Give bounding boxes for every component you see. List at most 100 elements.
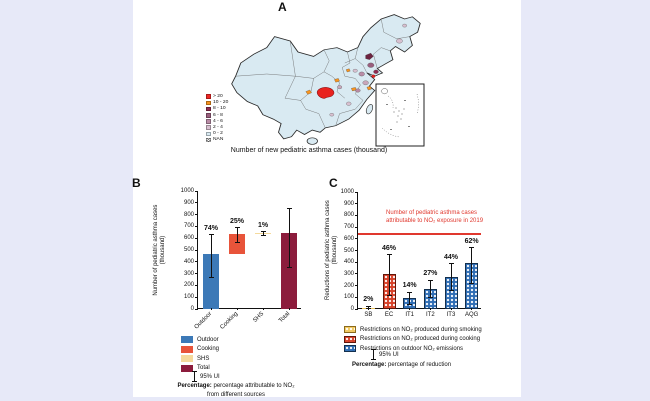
error-bar-EC xyxy=(388,254,390,296)
panel-b-label: B xyxy=(132,176,141,190)
panel-c-plot: 0 100 200 300 400 500 600 700 800 900 1000 2% SB 46% E… xyxy=(341,189,481,318)
panel-b-legend-item: Cooking xyxy=(181,345,219,353)
error-bar-Total xyxy=(288,208,290,268)
map-inset xyxy=(375,83,425,147)
patch-orange-1 xyxy=(305,89,312,95)
y-tick-label: 800 xyxy=(183,211,194,218)
x-tick-label-EC: EC xyxy=(384,312,394,318)
y-tick xyxy=(195,225,198,227)
panel-c-legend-swatch xyxy=(344,335,356,343)
panel-c-legend: Restrictions on NO₂ produced during smok… xyxy=(344,326,482,355)
category-tick xyxy=(409,308,411,310)
error-bar-AQG xyxy=(471,247,473,284)
inset-islands xyxy=(386,100,410,130)
y-tick-label: 900 xyxy=(183,199,194,206)
y-tick-label: 200 xyxy=(183,282,194,289)
panel-b-y-axis-label-line2: (thousand) xyxy=(160,235,166,265)
y-tick xyxy=(355,214,358,216)
map-legend-swatch xyxy=(206,94,211,99)
error-bar-cap-IT3 xyxy=(448,289,454,291)
panel-b-ui-label: 95% UI xyxy=(200,373,220,380)
y-tick-label: 600 xyxy=(183,235,194,242)
error-bar-cap-IT2 xyxy=(427,279,433,281)
y-tick xyxy=(355,308,358,310)
y-tick xyxy=(195,202,198,204)
china-outline xyxy=(231,14,421,140)
panel-c-annotation: Number of pediatric asthma cases attribu… xyxy=(386,210,483,226)
x-tick-label-IT1: IT1 xyxy=(405,312,414,318)
error-bar-Cooking xyxy=(236,227,238,243)
x-tick-label-IT2: IT2 xyxy=(425,312,435,318)
panel-b-legend-item: SHS xyxy=(181,355,219,362)
category-tick xyxy=(450,308,452,310)
map-mainland xyxy=(231,14,421,145)
panel-b-legend-item: Outdoor xyxy=(181,336,219,343)
map-legend-label: NAN xyxy=(213,137,224,142)
error-bar-SHS xyxy=(262,231,264,236)
percent-label-IT3: 44% xyxy=(443,253,458,261)
panel-b-legend-swatch xyxy=(181,355,193,362)
bar-IT3 xyxy=(444,276,458,309)
panel-b-legend-label: Total xyxy=(197,365,210,371)
y-tick xyxy=(355,296,358,298)
map-legend-item: 0 - 2 xyxy=(206,130,232,137)
percent-label-AQG: 62% xyxy=(464,237,479,245)
map-patches xyxy=(305,23,407,117)
bar-Cooking xyxy=(229,234,245,254)
error-bar-SB xyxy=(367,306,369,309)
y-tick-label: 0 xyxy=(190,306,194,312)
panel-c-legend-label: Restrictions on NO₂ produced during smok… xyxy=(360,326,482,333)
map-legend-label: 8 - 10 xyxy=(213,106,226,111)
category-tick xyxy=(262,308,264,310)
panel-c-label: C xyxy=(329,176,338,190)
y-tick xyxy=(195,273,198,275)
map-legend-label: 10 - 20 xyxy=(213,99,229,105)
panel-b-legend-label: Outdoor xyxy=(197,336,219,343)
panel-c-legend-item: Restrictions on NO₂ produced during cook… xyxy=(344,335,482,343)
y-tick xyxy=(355,250,358,251)
percent-label-IT2: 27% xyxy=(423,270,438,278)
map-legend-swatch xyxy=(206,137,211,143)
map-caption: Number of new pediatric asthma cases (th… xyxy=(230,147,388,154)
map-legend-label: > 20 xyxy=(213,93,223,99)
panel-b-plot: 0 100 200 300 400 500 600 700 800 900 1000 74% Outdo… xyxy=(181,188,301,331)
bar-IT2 xyxy=(423,289,437,309)
map-legend-swatch xyxy=(206,125,211,130)
y-tick-label: 100 xyxy=(343,294,354,301)
map-legend-item: 2 - 4 xyxy=(206,125,232,130)
china-map xyxy=(231,14,425,147)
panel-b-legend-swatch xyxy=(181,364,193,372)
y-tick-label: 1000 xyxy=(180,188,194,194)
percent-label-EC: 46% xyxy=(381,244,396,252)
y-tick xyxy=(195,237,198,239)
category-tick xyxy=(429,308,431,310)
province-borders xyxy=(235,18,410,128)
error-bar-icon xyxy=(192,371,197,382)
percent-label-Cooking: 25% xyxy=(229,217,244,225)
y-tick xyxy=(195,190,198,192)
panel-c-ui-label: 95% UI xyxy=(379,351,399,358)
panel-c-legend-label: Restrictions on NO₂ produced during cook… xyxy=(360,336,481,342)
map-legend-label: 0 - 2 xyxy=(213,130,223,136)
y-tick-label: 500 xyxy=(343,247,354,254)
error-bar-cap-IT3 xyxy=(448,263,454,265)
error-bar-icon xyxy=(371,349,376,360)
category-tick xyxy=(471,308,473,310)
y-tick-label: 600 xyxy=(343,235,354,242)
panel-b-y-axis-label-line1: Number of pediatric asthma cases xyxy=(152,204,159,296)
panel-b-legend-swatch xyxy=(181,336,193,343)
error-bar-cap-Outdoor xyxy=(208,277,214,279)
map-legend-swatch xyxy=(206,112,211,118)
map-legend-swatch xyxy=(206,119,211,124)
panel-c-legend-label: Restrictions on outdoor NO₂ emissions xyxy=(360,345,464,352)
y-tick-label: 100 xyxy=(183,294,194,301)
error-bar-cap-Outdoor xyxy=(208,234,214,236)
error-bar-cap-Total xyxy=(286,266,292,268)
percent-label-IT1: 14% xyxy=(402,282,417,290)
y-tick xyxy=(195,308,198,310)
map-legend-label: 6 - 8 xyxy=(213,112,223,118)
y-tick-label: 400 xyxy=(183,258,194,265)
y-tick-label: 700 xyxy=(343,224,354,231)
